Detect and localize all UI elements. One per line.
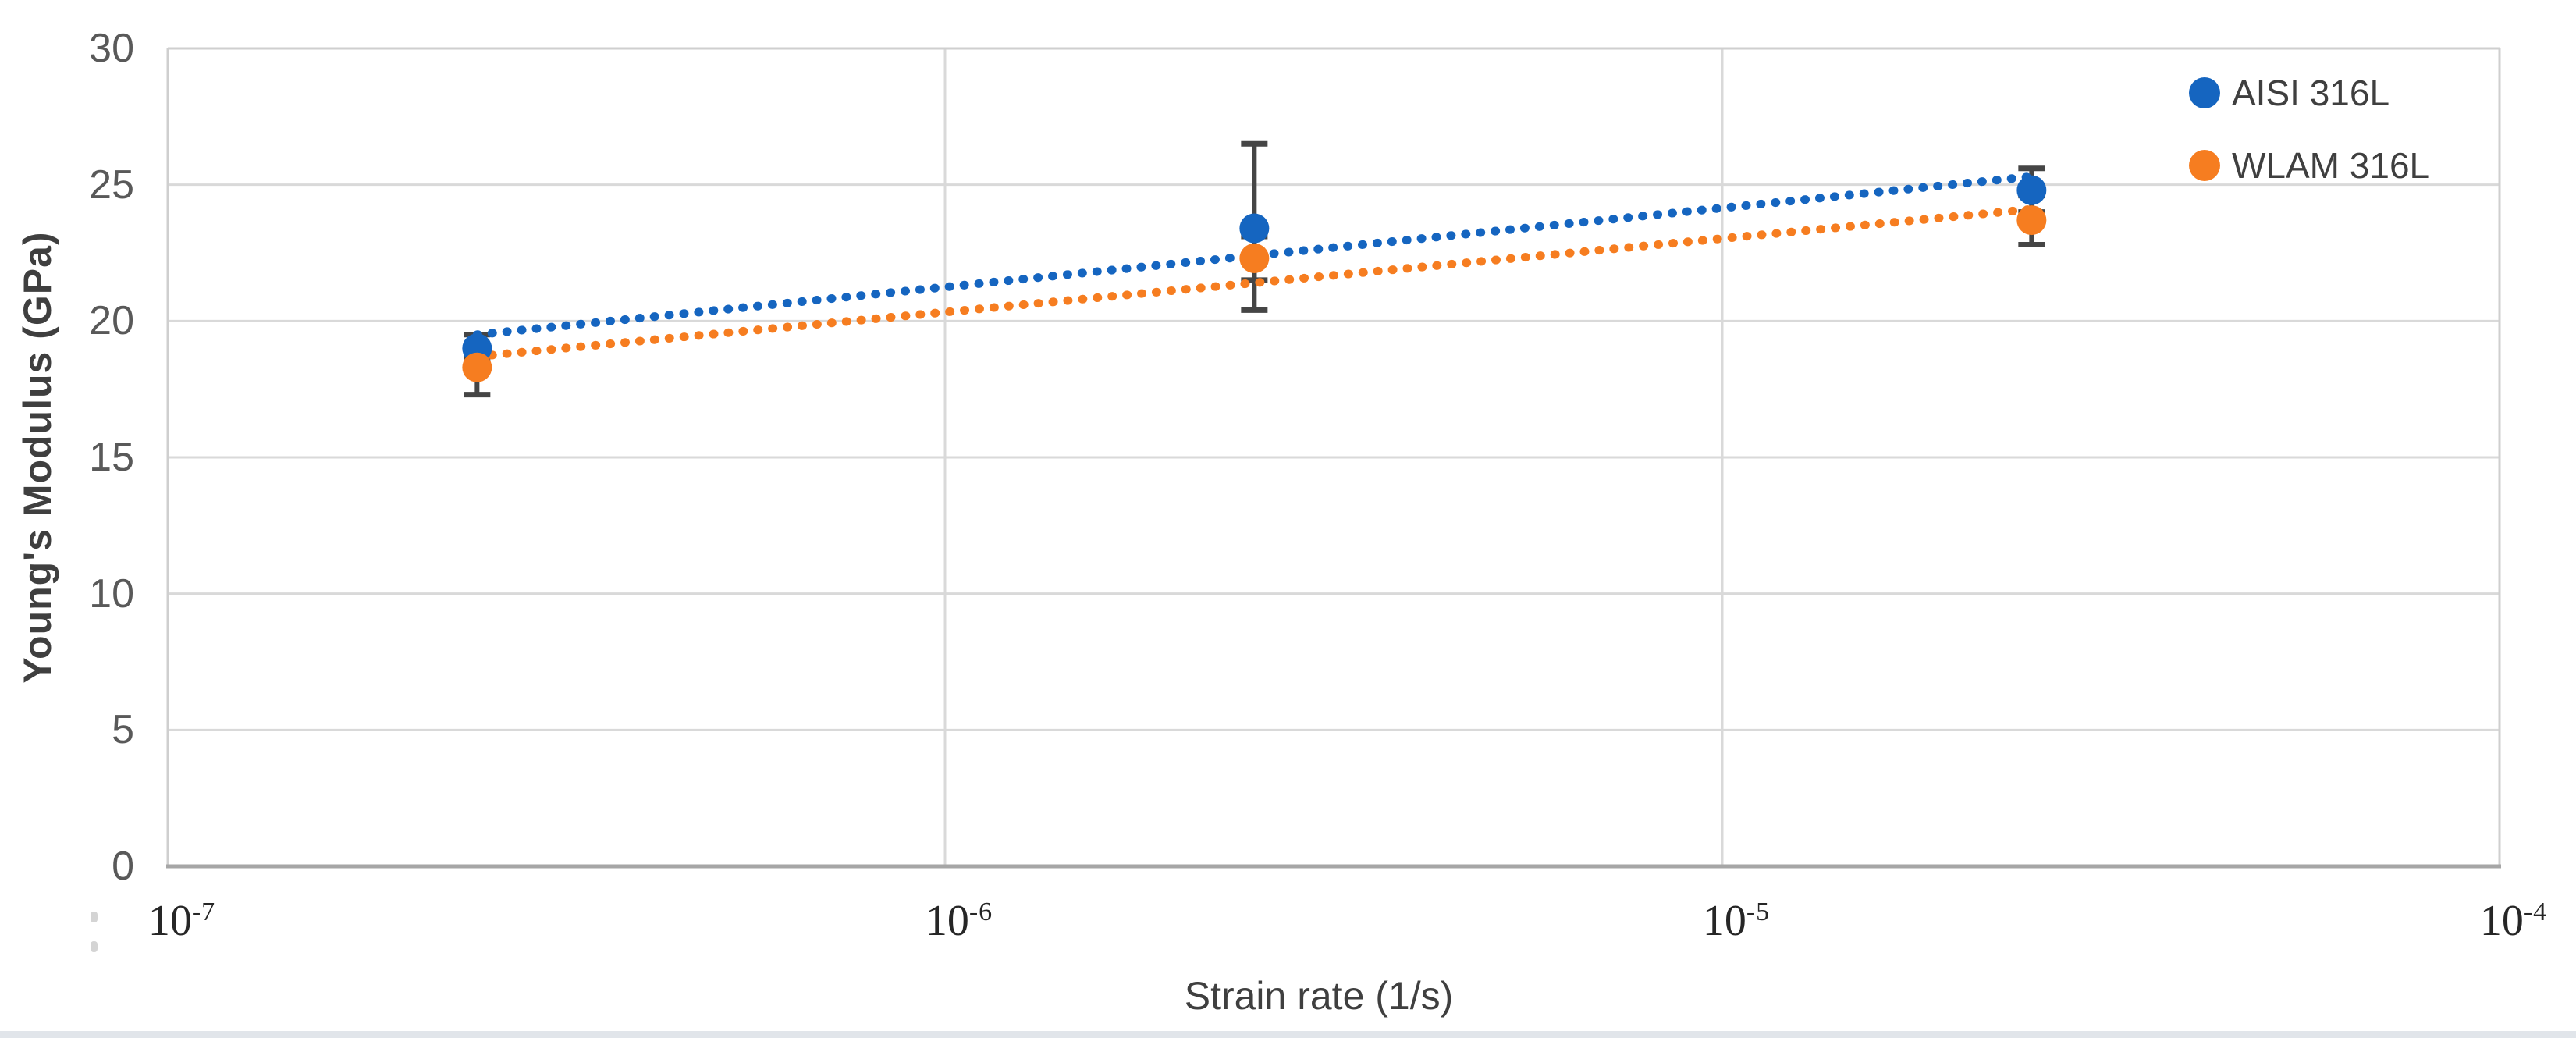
x-tick-label-10e-5: 10-5: [1702, 897, 1771, 945]
data-point-wlam-316l: [1239, 243, 1270, 273]
trendline-wlam-316l: [472, 204, 2036, 361]
trendline-aisi-316l: [472, 172, 2036, 339]
x-axis-title: Strain rate (1/s): [1184, 974, 1454, 1018]
y-tick-label-20: 20: [89, 298, 134, 344]
y-tick-label-25: 25: [89, 162, 134, 208]
y-tick-label-15: 15: [89, 435, 134, 480]
x-tick-label-10e-4: 10-4: [2479, 897, 2548, 945]
scan-artifact-dot: [91, 912, 98, 922]
x-tick-label-10e-7: 10-7: [147, 897, 216, 945]
y-tick-label-30: 30: [89, 26, 134, 71]
y-tick-label-0: 0: [112, 844, 134, 889]
x-tick-label-10e-6: 10-6: [925, 897, 993, 945]
legend-label-aisi-316l: AISI 316L: [2232, 73, 2390, 113]
legend-marker-wlam-316l: [2189, 150, 2220, 181]
legend-marker-aisi-316l: [2189, 77, 2220, 108]
y-tick-label-10: 10: [89, 571, 134, 617]
data-point-wlam-316l: [462, 352, 492, 382]
legend-label-wlam-316l: WLAM 316L: [2232, 145, 2430, 186]
data-point-aisi-316l: [1239, 213, 1270, 244]
bottom-strip: [0, 1031, 2576, 1038]
data-point-aisi-316l: [2016, 175, 2047, 205]
y-tick-label-5: 5: [112, 707, 134, 753]
data-point-wlam-316l: [2016, 205, 2047, 236]
scan-artifact-dot: [91, 941, 98, 952]
